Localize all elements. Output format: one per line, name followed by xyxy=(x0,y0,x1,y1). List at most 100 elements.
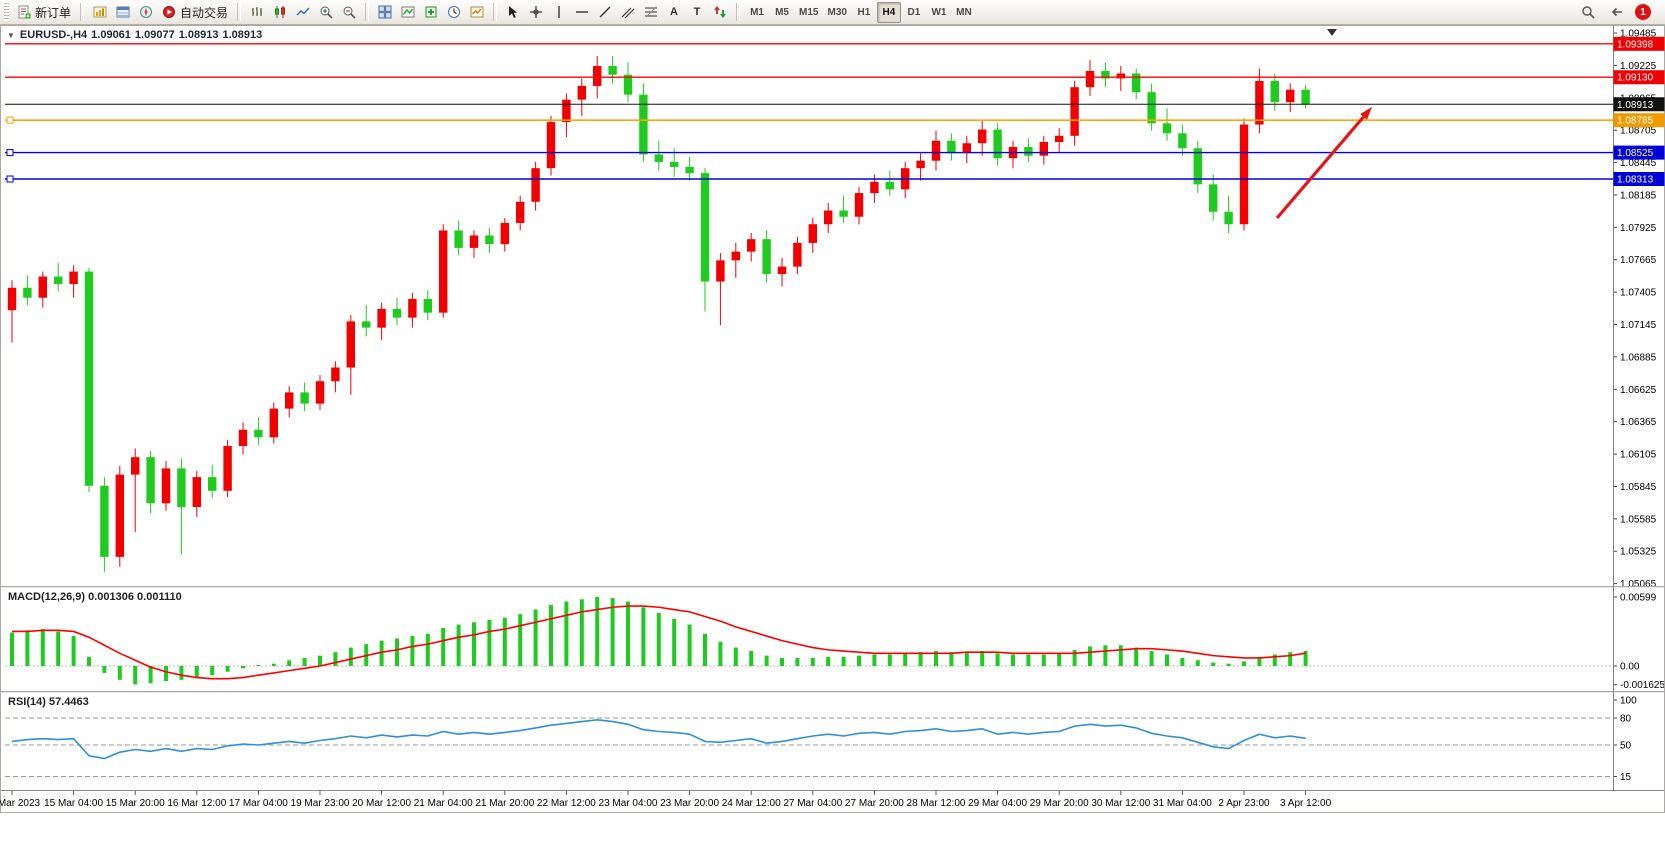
text-tool-icon: A xyxy=(670,6,678,18)
chart-shift-marker[interactable] xyxy=(1327,29,1337,36)
timeframe-mn-button[interactable]: MN xyxy=(952,2,976,23)
svg-text:50: 50 xyxy=(1620,741,1632,752)
svg-text:1.06365: 1.06365 xyxy=(1620,417,1657,428)
arrows-icon xyxy=(713,5,727,19)
svg-text:1.07925: 1.07925 xyxy=(1620,223,1657,234)
channel-tool-button[interactable] xyxy=(617,2,639,23)
timeframe-m5-button[interactable]: M5 xyxy=(770,2,794,23)
chart-area[interactable]: 1.094851.092251.089651.087051.084451.081… xyxy=(0,25,1665,844)
svg-text:100: 100 xyxy=(1620,696,1637,707)
svg-text:1.09225: 1.09225 xyxy=(1620,61,1657,72)
svg-text:3 Apr 12:00: 3 Apr 12:00 xyxy=(1280,798,1332,809)
bar-chart-icon xyxy=(250,5,264,19)
line-chart-button[interactable] xyxy=(292,2,314,23)
vertical-line-tool-button[interactable] xyxy=(548,2,570,23)
line-chart-icon xyxy=(296,5,310,19)
toolbar-grip[interactable] xyxy=(4,3,9,21)
separator xyxy=(493,3,498,21)
trendline-tool-button[interactable] xyxy=(594,2,616,23)
market-watch-icon xyxy=(93,5,107,19)
svg-text:1.08313: 1.08313 xyxy=(1617,175,1654,186)
svg-text:1.06105: 1.06105 xyxy=(1620,450,1657,461)
chart-canvas[interactable]: 1.094851.092251.089651.087051.084451.081… xyxy=(0,25,1665,844)
timeframe-w1-button[interactable]: W1 xyxy=(927,2,951,23)
price-badge xyxy=(1613,145,1665,160)
timeframe-h1-button[interactable]: H1 xyxy=(852,2,876,23)
template-button[interactable] xyxy=(466,2,488,23)
indicator-list-button[interactable] xyxy=(397,2,419,23)
arrows-tool-button[interactable] xyxy=(709,2,731,23)
timeframe-h4-button[interactable]: H4 xyxy=(876,1,901,23)
svg-text:31 Mar 04:00: 31 Mar 04:00 xyxy=(1153,798,1212,809)
svg-text:28 Mar 12:00: 28 Mar 12:00 xyxy=(907,798,966,809)
trendline-icon xyxy=(598,5,612,19)
zoom-out-button[interactable] xyxy=(338,2,360,23)
cursor-tool-button[interactable] xyxy=(502,2,524,23)
timeframe-m30-button[interactable]: M30 xyxy=(823,2,850,23)
svg-text:15: 15 xyxy=(1620,772,1632,783)
rsi-indicator: 100 80 50 15 xyxy=(5,696,1637,783)
candlestick-chart-button[interactable] xyxy=(269,2,291,23)
svg-text:15 Mar 04:00: 15 Mar 04:00 xyxy=(44,798,103,809)
svg-text:1.08785: 1.08785 xyxy=(1617,116,1654,127)
price-badge xyxy=(1613,172,1665,187)
zoom-in-icon xyxy=(319,5,333,19)
timeframe-m15-button[interactable]: M15 xyxy=(795,2,822,23)
channel-icon xyxy=(621,5,635,19)
svg-text:21 Mar 04:00: 21 Mar 04:00 xyxy=(414,798,473,809)
trend-arrow[interactable] xyxy=(1275,107,1372,220)
svg-text:1.08445: 1.08445 xyxy=(1620,158,1657,169)
fibonacci-tool-button[interactable] xyxy=(640,2,662,23)
back-arrow-button[interactable] xyxy=(1606,2,1628,23)
bar-chart-button[interactable] xyxy=(246,2,268,23)
price-badges: 1.09398 1.09130 1.08913 1.08785 1.08525 1.083… xyxy=(1613,36,1665,187)
timeframe-d1-button[interactable]: D1 xyxy=(902,2,926,23)
navigator-button[interactable] xyxy=(135,2,157,23)
svg-text:22 Mar 12:00: 22 Mar 12:00 xyxy=(537,798,596,809)
horizontal-line-objects[interactable] xyxy=(5,43,1613,183)
tile-windows-button[interactable] xyxy=(374,2,396,23)
period-button[interactable] xyxy=(443,2,465,23)
new-order-button[interactable]: 新订单 xyxy=(13,2,75,23)
svg-text:1.05065: 1.05065 xyxy=(1620,579,1657,590)
svg-text:20 Mar 12:00: 20 Mar 12:00 xyxy=(352,798,411,809)
search-button[interactable] xyxy=(1577,2,1599,23)
timeframe-m1-button[interactable]: M1 xyxy=(745,2,769,23)
auto-trading-icon xyxy=(162,5,176,19)
price-badge xyxy=(1613,36,1665,51)
cursor-icon xyxy=(506,5,520,19)
data-window-button[interactable] xyxy=(112,2,134,23)
separator xyxy=(80,3,85,21)
svg-text:21 Mar 20:00: 21 Mar 20:00 xyxy=(475,798,534,809)
candlestick-chart-icon xyxy=(273,5,287,19)
svg-text:29 Mar 04:00: 29 Mar 04:00 xyxy=(968,798,1027,809)
add-indicator-icon xyxy=(424,5,438,19)
rsi-line xyxy=(11,718,1306,760)
svg-text:1.07665: 1.07665 xyxy=(1620,255,1657,266)
svg-text:80: 80 xyxy=(1620,714,1632,725)
price-badge xyxy=(1613,70,1665,85)
notification-badge[interactable]: 1 xyxy=(1635,4,1651,20)
indicator-list-icon xyxy=(401,5,415,19)
crosshair-tool-button[interactable] xyxy=(525,2,547,23)
chart-collapse-arrow-icon[interactable]: ▼ xyxy=(7,31,15,40)
zoom-in-button[interactable] xyxy=(315,2,337,23)
candlesticks[interactable] xyxy=(7,56,1310,572)
svg-text:17 Mar 04:00: 17 Mar 04:00 xyxy=(229,798,288,809)
text-tool-button[interactable]: A xyxy=(663,2,685,23)
svg-text:1.05325: 1.05325 xyxy=(1620,547,1657,558)
horizontal-line-tool-button[interactable] xyxy=(571,2,593,23)
separator xyxy=(237,3,242,21)
text-label-tool-button[interactable]: T xyxy=(686,2,708,23)
svg-text:0.00: 0.00 xyxy=(1620,662,1640,673)
back-arrow-icon xyxy=(1610,5,1624,19)
market-watch-button[interactable] xyxy=(89,2,111,23)
macd-signal-line xyxy=(12,605,1306,680)
horizontal-line-icon xyxy=(575,5,589,19)
period-clock-icon xyxy=(447,5,461,19)
svg-text:-0.001625: -0.001625 xyxy=(1620,680,1665,691)
svg-text:27 Mar 04:00: 27 Mar 04:00 xyxy=(783,798,842,809)
auto-trading-button[interactable]: 自动交易 xyxy=(158,2,232,23)
svg-text:1.08525: 1.08525 xyxy=(1617,148,1654,159)
add-indicator-button[interactable] xyxy=(420,2,442,23)
